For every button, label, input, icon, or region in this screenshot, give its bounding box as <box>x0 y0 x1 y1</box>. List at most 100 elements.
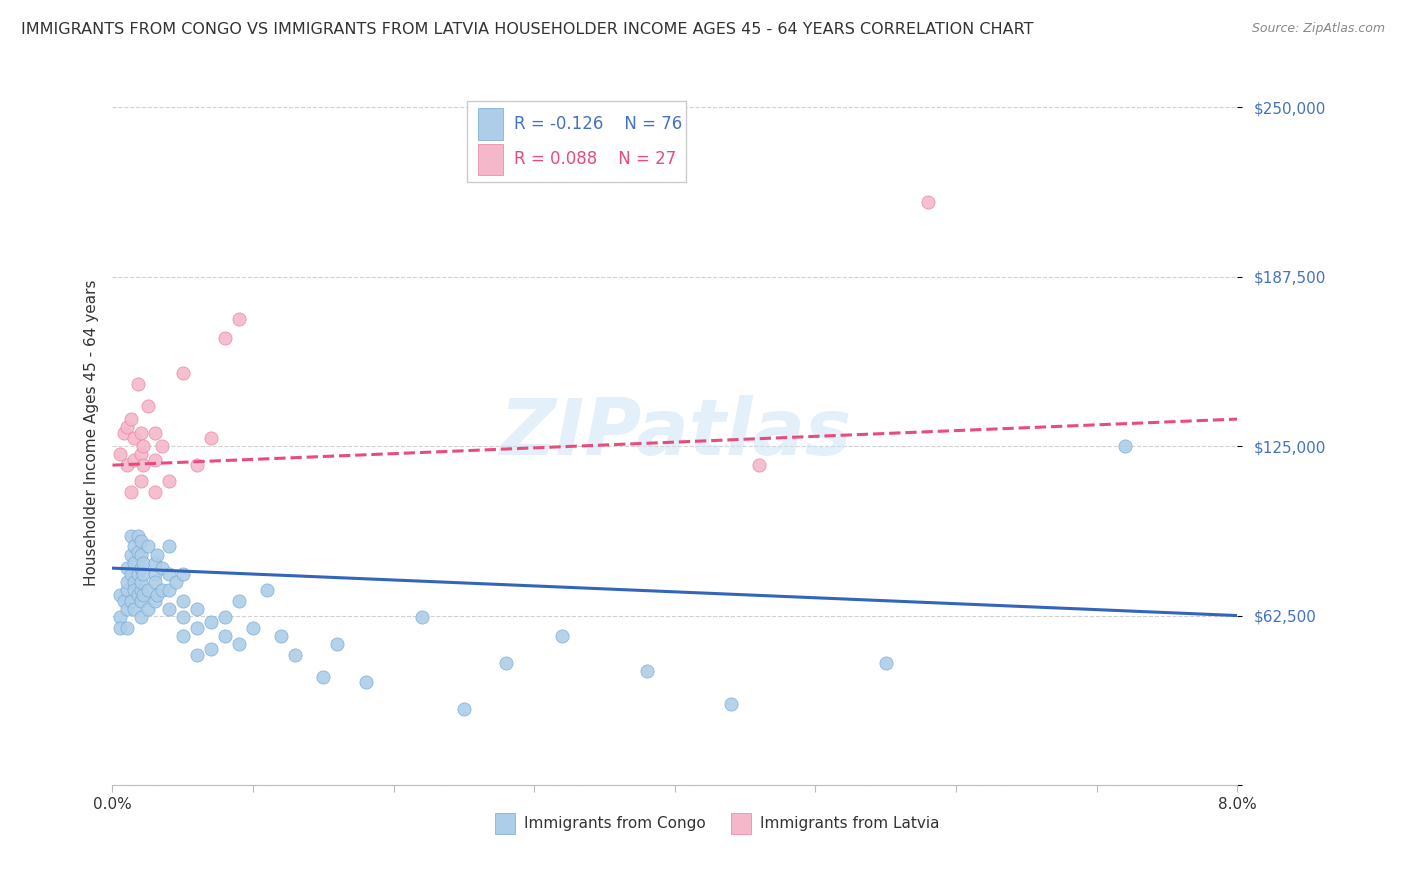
Point <box>200 642 222 657</box>
Point <box>120 593 142 607</box>
Point <box>200 431 222 445</box>
Point <box>115 420 138 434</box>
Point <box>214 610 236 624</box>
Point <box>120 566 142 581</box>
Point <box>127 376 149 391</box>
Point <box>120 485 142 500</box>
Point <box>354 675 377 690</box>
Point <box>242 621 264 635</box>
Point <box>127 566 149 581</box>
Point <box>129 475 152 489</box>
Text: R = 0.088    N = 27: R = 0.088 N = 27 <box>515 150 676 169</box>
Point <box>143 593 166 607</box>
Point <box>172 593 194 607</box>
Point <box>146 588 169 602</box>
Point <box>112 593 135 607</box>
Point <box>172 566 194 581</box>
Point <box>150 439 173 453</box>
Point <box>157 540 180 554</box>
Point <box>132 439 155 453</box>
FancyBboxPatch shape <box>467 102 686 183</box>
Point <box>120 412 142 426</box>
Point <box>186 621 208 635</box>
Point <box>136 601 159 615</box>
Point <box>112 425 135 440</box>
Point <box>122 556 145 570</box>
Point <box>1114 439 1136 453</box>
Point <box>136 582 159 597</box>
Point <box>115 458 138 472</box>
Point <box>214 331 236 345</box>
Text: IMMIGRANTS FROM CONGO VS IMMIGRANTS FROM LATVIA HOUSEHOLDER INCOME AGES 45 - 64 : IMMIGRANTS FROM CONGO VS IMMIGRANTS FROM… <box>21 22 1033 37</box>
Point <box>917 195 939 210</box>
Point <box>132 556 155 570</box>
Point <box>122 574 145 589</box>
Bar <box>478 144 503 176</box>
Point <box>127 528 149 542</box>
Point <box>129 534 152 549</box>
Point <box>150 582 173 597</box>
Point <box>186 648 208 662</box>
Point <box>122 431 145 445</box>
Text: ZIPatlas: ZIPatlas <box>499 394 851 471</box>
Point <box>228 593 250 607</box>
Point <box>129 561 152 575</box>
Point <box>157 601 180 615</box>
Point <box>129 447 152 461</box>
Point <box>146 548 169 562</box>
Point <box>172 629 194 643</box>
Point <box>143 566 166 581</box>
Bar <box>495 814 515 834</box>
Point <box>172 366 194 380</box>
Text: Source: ZipAtlas.com: Source: ZipAtlas.com <box>1251 22 1385 36</box>
Point <box>143 485 166 500</box>
Point <box>122 540 145 554</box>
Point <box>122 601 145 615</box>
Point <box>127 545 149 559</box>
Point <box>495 656 517 670</box>
Point <box>136 399 159 413</box>
Point <box>200 615 222 630</box>
Point <box>186 601 208 615</box>
Point <box>136 540 159 554</box>
Point <box>270 629 292 643</box>
Point <box>120 528 142 542</box>
Point <box>108 621 131 635</box>
Point <box>115 561 138 575</box>
Point <box>326 637 349 651</box>
Point <box>129 574 152 589</box>
Point <box>228 311 250 326</box>
Point <box>172 610 194 624</box>
Point <box>186 458 208 472</box>
Point <box>636 664 658 678</box>
Point <box>120 548 142 562</box>
Point <box>129 582 152 597</box>
Point <box>108 447 131 461</box>
Bar <box>478 109 503 140</box>
Point <box>720 697 742 711</box>
Point <box>122 582 145 597</box>
Point <box>115 582 138 597</box>
Point <box>284 648 307 662</box>
Point <box>108 588 131 602</box>
Point <box>228 637 250 651</box>
Point <box>875 656 897 670</box>
Point <box>132 588 155 602</box>
Text: R = -0.126    N = 76: R = -0.126 N = 76 <box>515 115 682 133</box>
Point <box>127 588 149 602</box>
Point <box>129 593 152 607</box>
Point <box>551 629 574 643</box>
Point <box>143 556 166 570</box>
Point <box>115 601 138 615</box>
Text: Immigrants from Latvia: Immigrants from Latvia <box>761 816 939 831</box>
Point <box>122 452 145 467</box>
Point <box>143 574 166 589</box>
Point <box>411 610 433 624</box>
Point <box>143 452 166 467</box>
Point <box>157 475 180 489</box>
Point <box>165 574 187 589</box>
Point <box>129 610 152 624</box>
Point <box>115 621 138 635</box>
Point <box>256 582 278 597</box>
Point <box>132 566 155 581</box>
